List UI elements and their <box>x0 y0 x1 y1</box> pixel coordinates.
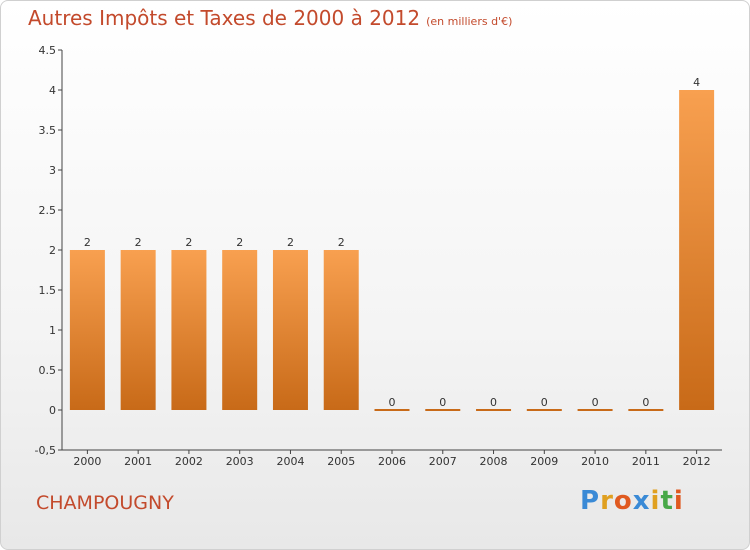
y-tick-label: 4 <box>49 84 56 97</box>
place-name: CHAMPOUGNY <box>36 492 174 514</box>
x-tick-label: 2000 <box>73 455 101 468</box>
y-tick-label: 1 <box>49 324 56 337</box>
x-tick-label: 2001 <box>124 455 152 468</box>
x-tick-label: 2006 <box>378 455 406 468</box>
data-label: 0 <box>592 396 599 409</box>
logo-letter: P <box>580 486 600 516</box>
x-tick-label: 2009 <box>530 455 558 468</box>
logo-letter: o <box>614 486 633 516</box>
data-label: 2 <box>236 236 243 249</box>
y-tick-label: -0,5 <box>35 444 56 457</box>
bar <box>273 250 308 410</box>
data-label: 0 <box>439 396 446 409</box>
x-tick-label: 2012 <box>683 455 711 468</box>
y-tick-label: 4.5 <box>39 44 57 57</box>
bar <box>679 90 714 410</box>
data-label: 0 <box>642 396 649 409</box>
y-tick-label: 3 <box>49 164 56 177</box>
x-tick-label: 2008 <box>480 455 508 468</box>
x-tick-label: 2007 <box>429 455 457 468</box>
data-label: 2 <box>338 236 345 249</box>
y-tick-label: 3.5 <box>39 124 57 137</box>
bar <box>375 409 410 411</box>
bar <box>324 250 359 410</box>
x-tick-label: 2005 <box>327 455 355 468</box>
bar <box>578 409 613 411</box>
data-label: 0 <box>389 396 396 409</box>
logo-letter: i <box>651 486 661 516</box>
logo-letter: x <box>633 486 651 516</box>
data-label: 2 <box>84 236 91 249</box>
y-tick-label: 0.5 <box>39 364 57 377</box>
y-tick-label: 0 <box>49 404 56 417</box>
data-label: 0 <box>490 396 497 409</box>
logo-letter: t <box>660 486 673 516</box>
x-tick-label: 2003 <box>226 455 254 468</box>
bar <box>121 250 156 410</box>
data-label: 2 <box>135 236 142 249</box>
logo-letter: i <box>674 486 684 516</box>
bar <box>425 409 460 411</box>
y-tick-label: 2 <box>49 244 56 257</box>
bar <box>527 409 562 411</box>
data-label: 2 <box>287 236 294 249</box>
bar <box>476 409 511 411</box>
x-tick-label: 2004 <box>276 455 304 468</box>
x-tick-label: 2002 <box>175 455 203 468</box>
bar <box>222 250 257 410</box>
data-label: 0 <box>541 396 548 409</box>
y-tick-label: 2.5 <box>39 204 57 217</box>
bar <box>628 409 663 411</box>
data-label: 2 <box>185 236 192 249</box>
bar <box>70 250 105 410</box>
logo-letter: r <box>600 486 614 516</box>
bar <box>171 250 206 410</box>
proxiti-logo: Proxiti <box>580 486 684 516</box>
y-tick-label: 1.5 <box>39 284 57 297</box>
x-tick-label: 2010 <box>581 455 609 468</box>
data-label: 4 <box>693 76 700 89</box>
x-tick-label: 2011 <box>632 455 660 468</box>
